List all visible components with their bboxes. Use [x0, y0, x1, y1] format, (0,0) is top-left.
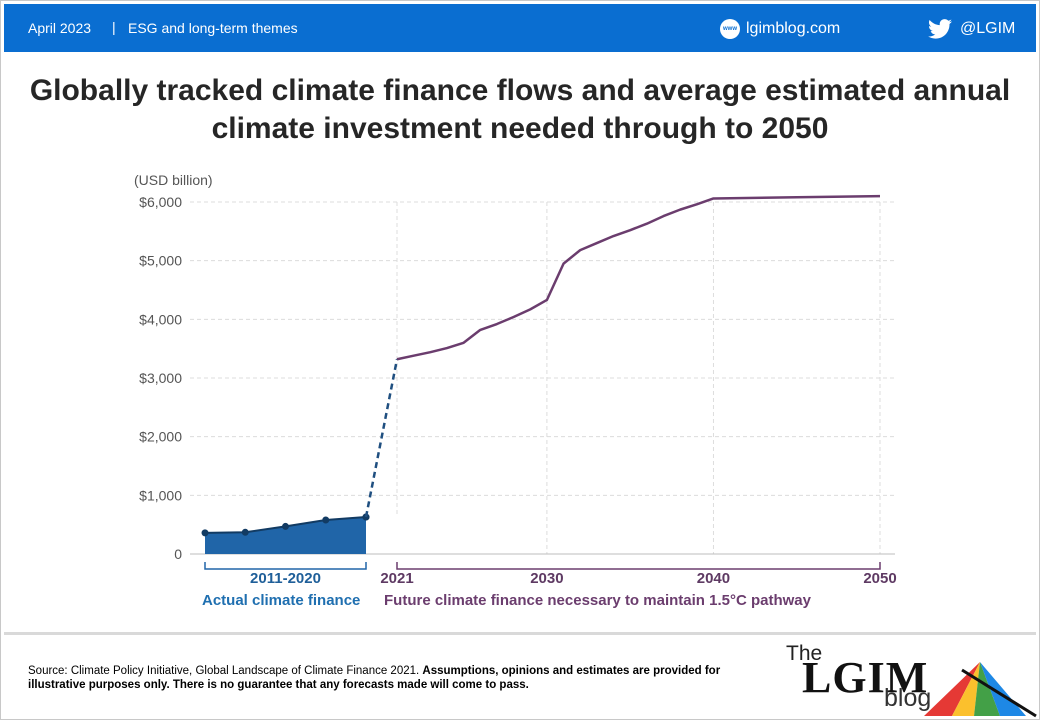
future-period-bracket: [396, 562, 881, 570]
y-tick-labels: 0 $1,000 $2,000 $3,000 $4,000 $5,000 $6,000: [139, 194, 182, 562]
y-tick-label: $1,000: [139, 487, 182, 503]
y-tick-label: $2,000: [139, 429, 182, 445]
y-tick-label: $3,000: [139, 370, 182, 386]
future-series-label: Future climate finance necessary to main…: [384, 592, 812, 609]
chart-series: [201, 194, 881, 554]
x-axis: 2011-2020 2021 2030 2040 2050 Actual climate …: [202, 562, 897, 609]
y-tick-label: $5,000: [139, 253, 182, 269]
umbrella-logo-icon: [924, 662, 1037, 718]
x-tick-label: 2050: [863, 570, 896, 587]
actual-period-bracket: [204, 562, 367, 570]
theme-label: ESG and long-term themes: [128, 20, 298, 36]
actual-finance-point: [322, 516, 330, 524]
y-axis-label: (USD billion): [134, 172, 213, 188]
twitter-handle[interactable]: @LGIM: [960, 20, 1016, 37]
actual-period-label: 2011-2020: [250, 570, 321, 587]
climate-finance-chart: 0 $1,000 $2,000 $3,000 $4,000 $5,000 $6,000 (U…: [134, 172, 897, 609]
transition-dashed-line: [364, 358, 399, 518]
actual-series-label: Actual climate finance: [202, 592, 360, 609]
source-note: Source: Climate Policy Initiative, Globa…: [28, 664, 758, 692]
globe-icon: www: [720, 19, 740, 39]
twitter-icon[interactable]: [928, 19, 952, 39]
disclaimer-text: Assumptions, opinions and estimates are …: [28, 665, 721, 691]
x-tick-label: 2040: [697, 570, 730, 587]
footer-divider: [4, 632, 1036, 635]
site-link[interactable]: lgimblog.com: [746, 20, 841, 37]
y-tick-label: $6,000: [139, 194, 182, 210]
future-finance-line: [396, 194, 881, 361]
logo-lgim: LGIM: [802, 653, 929, 702]
header-separator: |: [112, 19, 116, 35]
x-tick-label: 2021: [380, 570, 413, 587]
grid-lines: [190, 201, 895, 555]
chart-title: Globally tracked climate finance flows a…: [29, 74, 1011, 145]
logo-blog: blog: [884, 684, 932, 712]
actual-finance-point: [282, 522, 289, 530]
header-bar: April 2023 | ESG and long-term themes ww…: [4, 4, 1036, 52]
logo-the: The: [786, 642, 823, 665]
date-label: April 2023: [28, 20, 92, 36]
actual-finance-point: [201, 529, 209, 537]
actual-finance-point: [241, 528, 249, 536]
source-text: Source: Climate Policy Initiative, Globa…: [28, 665, 420, 677]
y-tick-label: 0: [174, 546, 182, 562]
y-tick-label: $4,000: [139, 311, 182, 327]
x-tick-label: 2030: [530, 570, 563, 587]
actual-finance-area: [205, 517, 366, 554]
